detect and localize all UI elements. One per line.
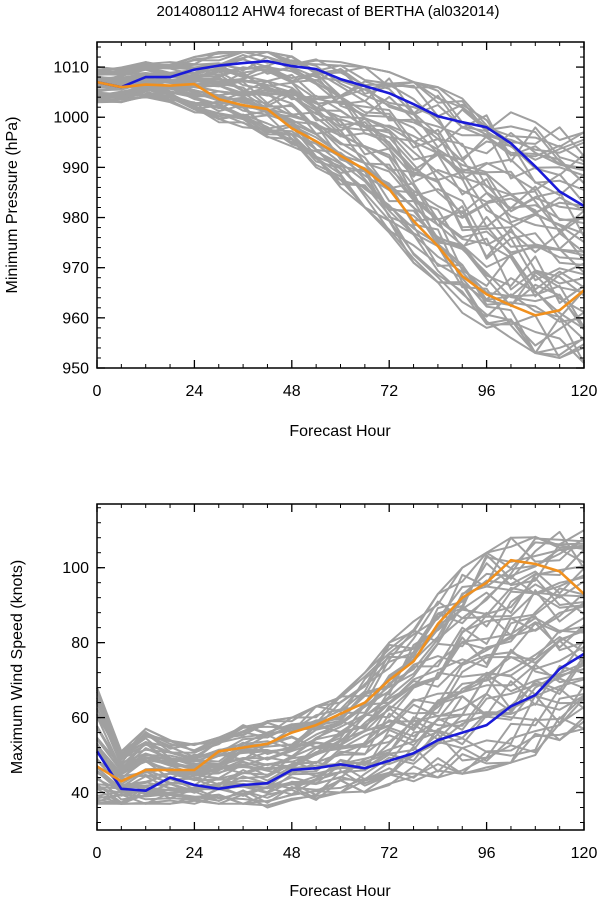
y-tick-label: 960 xyxy=(62,310,89,327)
pressure-chart: 0 24 48 72 96 120 950 960 970 980 990 1000 1010 Fore… xyxy=(4,41,597,440)
ensemble-line xyxy=(96,51,585,170)
x-tick-label: 120 xyxy=(571,383,598,400)
y-tick-label: 990 xyxy=(62,160,89,177)
ensemble-line xyxy=(96,51,585,141)
y-tick-label: 100 xyxy=(62,560,89,577)
x-tick-label: 24 xyxy=(186,383,204,400)
figure-title: 2014080112 AHW4 forecast of BERTHA (al03… xyxy=(157,3,500,20)
highlight-lines xyxy=(96,59,585,317)
highlight-lines xyxy=(95,558,585,793)
y-tick-label: 950 xyxy=(62,361,89,378)
ensemble-line xyxy=(96,548,585,761)
x-tick-label: 96 xyxy=(478,845,496,862)
x-tick-label: 48 xyxy=(283,845,301,862)
ensemble-line xyxy=(96,693,585,805)
ensemble-line xyxy=(96,96,585,356)
x-tick-label: 0 xyxy=(93,383,102,400)
x-axis-label: Forecast Hour xyxy=(289,883,391,900)
x-tick-label: 72 xyxy=(380,383,398,400)
blue-series-line xyxy=(96,59,585,208)
ensemble-line xyxy=(96,95,585,359)
orange-series-line xyxy=(96,80,585,317)
ensemble-lines xyxy=(96,51,585,364)
ensemble-line xyxy=(96,85,585,298)
axis-ticks: 0 24 48 72 96 120 950 960 970 980 990 1000 1010 xyxy=(53,42,597,400)
ensemble-line xyxy=(96,630,585,787)
x-tick-label: 48 xyxy=(283,383,301,400)
y-axis-label: Minimum Pressure (hPa) xyxy=(4,117,21,294)
ensemble-line xyxy=(96,592,585,774)
orange-series-line xyxy=(96,558,585,783)
y-tick-label: 980 xyxy=(62,210,89,227)
ensemble-line xyxy=(96,529,585,759)
ensemble-line xyxy=(96,58,585,172)
y-tick-label: 80 xyxy=(71,635,89,652)
blue-series-line xyxy=(95,652,585,793)
ensemble-line xyxy=(96,542,585,758)
ensemble-line xyxy=(96,577,585,770)
y-tick-label: 1000 xyxy=(53,110,89,127)
ensemble-lines xyxy=(96,529,585,809)
x-tick-label: 72 xyxy=(380,845,398,862)
y-tick-label: 970 xyxy=(62,260,89,277)
ensemble-line xyxy=(96,536,585,753)
ensemble-line xyxy=(96,617,585,775)
x-tick-label: 96 xyxy=(478,383,496,400)
ensemble-line xyxy=(96,716,585,805)
x-tick-label: 120 xyxy=(571,845,598,862)
ensemble-line xyxy=(96,594,585,770)
ensemble-line xyxy=(96,86,585,304)
x-tick-label: 24 xyxy=(186,845,204,862)
x-tick-label: 0 xyxy=(93,845,102,862)
y-tick-label: 40 xyxy=(71,785,89,802)
wind-chart: 0 24 48 72 96 120 40 60 80 100 Forecast Hour Maxi… xyxy=(9,503,597,900)
y-tick-label: 1010 xyxy=(53,60,89,77)
x-axis-label: Forecast Hour xyxy=(289,423,391,440)
y-tick-label: 60 xyxy=(71,710,89,727)
ensemble-line xyxy=(96,659,585,794)
y-axis-label: Maximum Wind Speed (knots) xyxy=(9,560,26,774)
ensemble-line xyxy=(96,79,585,261)
ensemble-line xyxy=(96,535,585,753)
axis-ticks: 0 24 48 72 96 120 40 60 80 100 xyxy=(62,504,597,862)
